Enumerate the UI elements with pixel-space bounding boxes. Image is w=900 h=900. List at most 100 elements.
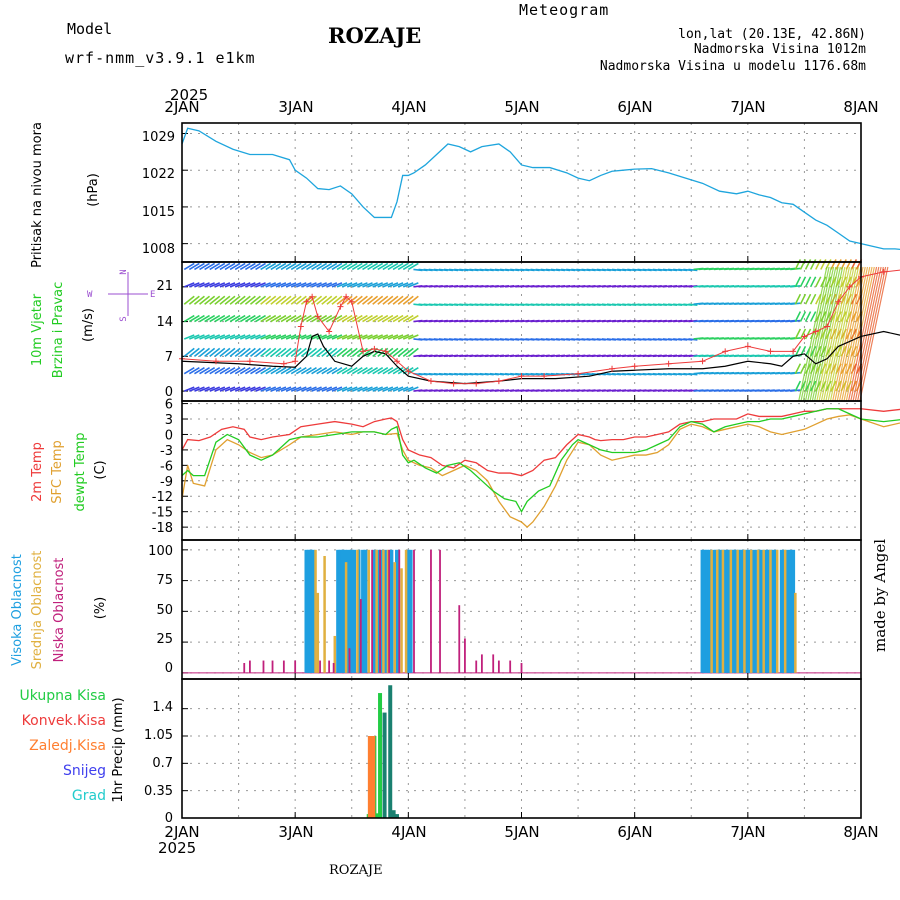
cloud-mid-bar	[316, 592, 320, 673]
wind-barb	[326, 386, 338, 392]
cloud-mid-bar	[710, 549, 713, 673]
wind-barb	[255, 282, 266, 288]
wind-barb	[199, 262, 210, 271]
wind-barb	[407, 295, 419, 305]
wind-barb	[815, 293, 822, 305]
date-tick-top: 2JAN	[164, 98, 199, 116]
wind-barb	[219, 295, 231, 305]
wind-barb	[356, 367, 368, 375]
wind-gust-marker	[309, 293, 316, 300]
model-label: Model	[67, 20, 112, 38]
wind-barb	[285, 282, 297, 288]
cloud-mid-bar	[375, 549, 378, 673]
wind-barb	[260, 295, 272, 305]
wind-barb	[823, 266, 853, 402]
wind-barb	[326, 295, 338, 305]
wind-barb	[239, 334, 251, 340]
temp-2m-line	[181, 408, 900, 477]
wind-gust-marker	[518, 373, 525, 380]
wind-barb	[219, 314, 231, 323]
cloud-high-bar	[309, 549, 314, 673]
wind-barb	[306, 262, 317, 271]
wind-barb	[382, 262, 394, 271]
wind-barb	[290, 367, 302, 375]
wind-barb	[387, 386, 399, 392]
wind-barb	[326, 347, 338, 357]
wind-barb	[255, 314, 266, 323]
wind-barb	[316, 282, 327, 288]
wind-barb	[260, 367, 272, 375]
wind-barb	[402, 314, 414, 323]
wind-barb	[306, 386, 317, 392]
wind-barb	[260, 282, 271, 288]
pressure-line	[181, 127, 900, 251]
wind-barb	[270, 347, 282, 357]
wind-barb	[804, 276, 812, 288]
wind-barb	[295, 262, 307, 271]
compass-w: W	[87, 290, 93, 300]
cloud-high-bar	[306, 549, 311, 673]
precip-total-bar	[378, 693, 383, 818]
wind-barb	[193, 295, 205, 305]
wind-barb	[265, 314, 277, 323]
cloud-ylabel-low: Niska Oblacnost	[52, 558, 67, 663]
wind-barb	[321, 314, 333, 323]
wind-barb	[239, 367, 251, 375]
wind-gust-marker	[326, 328, 333, 335]
wind-barb	[799, 363, 807, 375]
wind-barb	[814, 266, 844, 402]
temp-tick: 0	[165, 428, 173, 443]
wind-gust-marker	[427, 378, 434, 385]
wind-barb	[326, 367, 338, 375]
wind-barb	[356, 347, 368, 357]
cloud-high-bar	[718, 549, 723, 673]
wind-gust-marker	[348, 298, 355, 305]
wind-barb	[841, 266, 871, 402]
wind-barb	[239, 282, 251, 288]
cloud-high-bar	[346, 549, 351, 673]
wind-barb	[188, 314, 200, 323]
wind-barb	[305, 295, 317, 305]
wind-barb	[229, 262, 241, 271]
wind-barb	[199, 314, 210, 323]
wind-barb	[209, 314, 221, 323]
cloud-ylabel-mid: Srednja Oblacnost	[30, 551, 45, 670]
cloud-low-bar	[348, 648, 351, 673]
lonlat-text: lon,lat (20.13E, 42.86N)	[678, 27, 866, 42]
wind-barb	[183, 367, 195, 375]
wind-gust-marker	[722, 348, 729, 355]
wind-gust-marker	[767, 348, 774, 355]
date-tick-bottom: 8JAN	[843, 823, 878, 841]
wind-barb	[219, 386, 231, 392]
wind-barb	[234, 295, 246, 305]
cloud-high-bar	[352, 549, 357, 673]
wind-barb	[316, 334, 327, 340]
wind-gust-marker	[280, 360, 287, 367]
wind-barb	[331, 367, 343, 375]
wind-barb	[688, 372, 698, 376]
wind-barb	[356, 262, 368, 271]
wind-barb	[245, 386, 256, 392]
wind-barb	[367, 295, 379, 305]
wind-barb	[250, 386, 261, 392]
cloud-mid-bar	[749, 549, 753, 673]
cloud-mid-bar	[404, 549, 408, 673]
legend-grad: Grad	[72, 788, 106, 804]
wind-barb	[199, 295, 211, 305]
wind-barb	[847, 266, 878, 402]
cloud-tick: 25	[156, 632, 173, 647]
wind-gust-marker	[371, 345, 378, 352]
cloud-ylabel-high: Visoka Oblacnost	[10, 554, 25, 666]
wind-barb	[326, 282, 338, 288]
precip-tick: 1.4	[152, 700, 173, 715]
cloud-high-bar	[338, 549, 343, 673]
wind-barb	[311, 262, 322, 271]
wind-barb	[336, 314, 348, 323]
wind-barb	[300, 262, 312, 271]
wind-barb	[341, 347, 353, 357]
wind-gust-marker	[835, 298, 842, 305]
wind-barb	[204, 262, 216, 271]
cloud-mid-bar	[721, 549, 725, 673]
legend-snijeg: Snijeg	[63, 763, 106, 779]
wind-gust-marker	[382, 348, 389, 355]
